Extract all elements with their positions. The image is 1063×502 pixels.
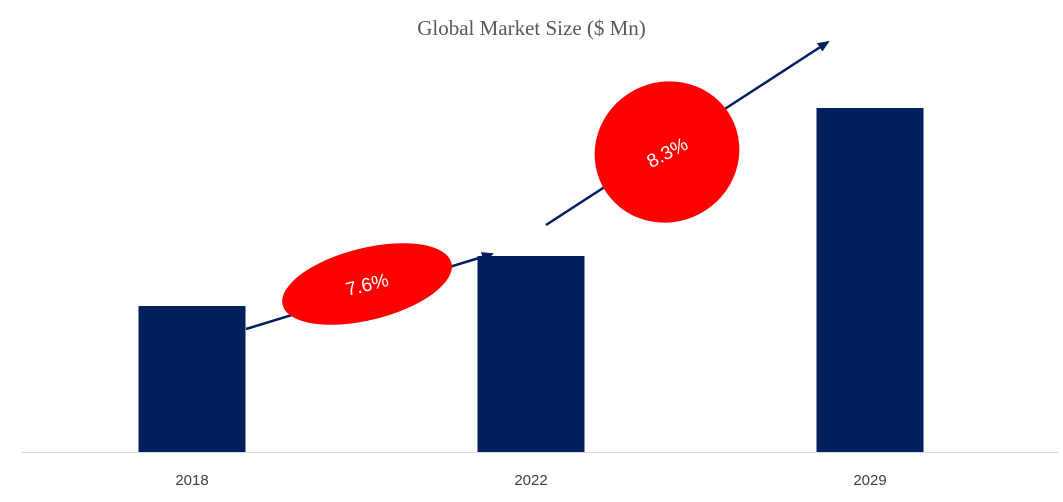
chart-title: Global Market Size ($ Mn): [417, 16, 646, 40]
growth-badge-1: 7.6%: [282, 243, 452, 325]
growth-badges: 7.6% 8.3%: [282, 81, 740, 325]
bar-2022: [477, 256, 585, 452]
bars: [138, 108, 924, 452]
x-tick-label: 2022: [514, 472, 547, 489]
growth-badge-ellipse: [594, 81, 740, 223]
growth-badge-2: 8.3%: [594, 81, 740, 223]
bar-2029: [816, 108, 924, 452]
bar-2018: [138, 306, 246, 452]
x-tick-labels: 2018 2022 2029: [175, 472, 886, 489]
growth-badge-ellipse: [282, 243, 452, 325]
x-tick-label: 2018: [175, 472, 208, 489]
x-tick-label: 2029: [853, 472, 886, 489]
